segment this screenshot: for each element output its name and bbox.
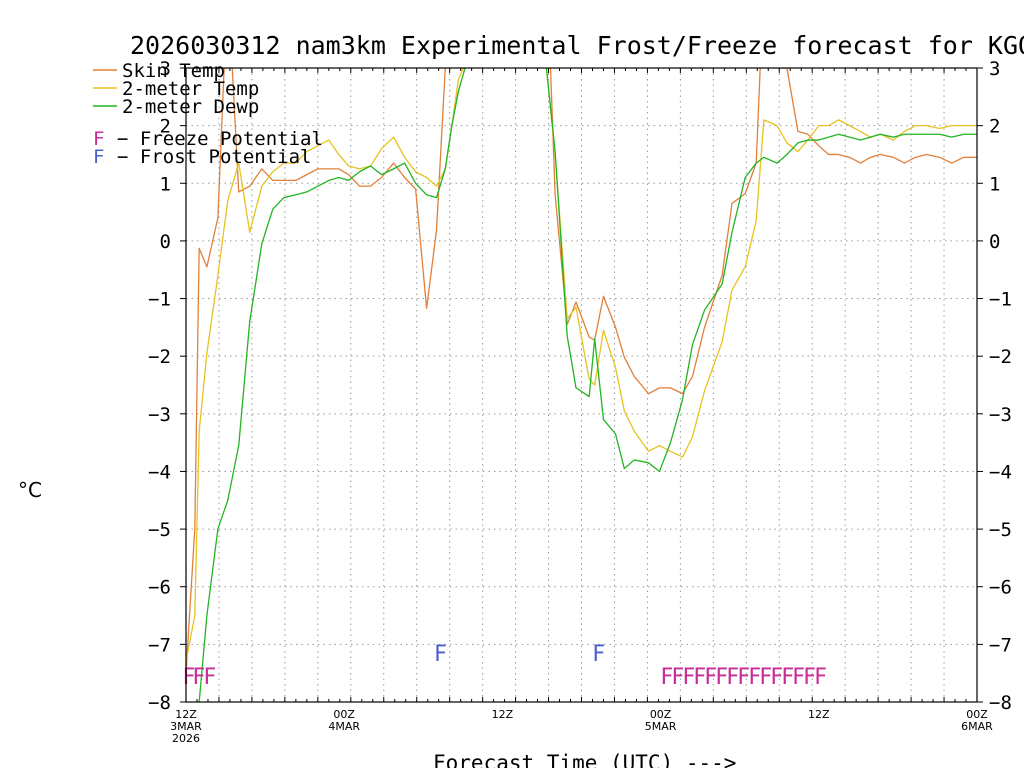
x-tick-label: 6MAR	[961, 720, 993, 733]
x-tick-label: 2026	[172, 732, 200, 745]
x-tick-label: 5MAR	[645, 720, 677, 733]
y-tick-label-right: 0	[989, 231, 1000, 253]
x-tick-label: 4MAR	[328, 720, 360, 733]
chart-title: 2026030312 nam3km Experimental Frost/Fre…	[130, 31, 1024, 60]
freeze-flag: F	[716, 665, 729, 690]
y-tick-label-left: −5	[148, 519, 171, 541]
y-tick-label-right: −1	[989, 289, 1012, 311]
y-tick-label-left: 2	[160, 116, 171, 138]
y-tick-layer: 3 3 2 2 1 1 0 0 −1 −1 −2 −2 −3 −3 −4 −4 −5 −5 −6 −6 −7 −7 −8 −8	[148, 58, 1012, 714]
x-tick-label: 00Z	[333, 708, 355, 721]
freeze-flag: F	[738, 665, 751, 690]
freeze-flag: F	[803, 665, 816, 690]
y-tick-label-left: −1	[148, 289, 171, 311]
x-tick-label: 00Z	[650, 708, 672, 721]
y-tick-label-right: −5	[989, 519, 1012, 541]
freeze-flag: F	[193, 665, 206, 690]
frost-flag: F	[592, 642, 605, 667]
frost-flag: F	[434, 642, 447, 667]
y-tick-label-left: −2	[148, 346, 171, 368]
y-tick-label-right: −7	[989, 634, 1012, 656]
legend-label: 2-meter Dewp	[122, 96, 259, 118]
freeze-flag: F	[661, 665, 674, 690]
x-tick-label: 12Z	[492, 708, 514, 721]
freeze-flag: F	[781, 665, 794, 690]
legend-label: − Frost Potential	[117, 146, 311, 168]
freeze-flag: F	[727, 665, 740, 690]
y-tick-label-right: 2	[989, 116, 1000, 138]
y-tick-label-right: −2	[989, 346, 1012, 368]
y-tick-label-right: −3	[989, 404, 1012, 426]
legend-flag-symbol: F	[93, 128, 104, 150]
y-tick-label-left: 3	[160, 58, 171, 80]
freeze-flag: F	[705, 665, 718, 690]
legend-label: − Freeze Potential	[117, 128, 323, 150]
y-axis-label: °C	[18, 478, 42, 502]
series-layer	[186, 68, 977, 702]
freeze-flag: F	[694, 665, 707, 690]
y-tick-label-right: −6	[989, 577, 1012, 599]
x-tick-label: 3MAR	[170, 720, 202, 733]
legend-flag-symbol: F	[93, 146, 104, 168]
y-tick-label-left: −4	[148, 461, 171, 483]
y-tick-label-right: 1	[989, 173, 1000, 195]
y-tick-label-right: −4	[989, 461, 1012, 483]
legend-label: 2-meter Temp	[122, 78, 259, 100]
x-tick-label: 12Z	[808, 708, 830, 721]
legend-label: Skin Temp	[122, 60, 225, 82]
grid-layer	[186, 68, 977, 702]
y-tick-label-left: −8	[148, 692, 171, 714]
freeze-flag: F	[792, 665, 805, 690]
freeze-flag: F	[748, 665, 761, 690]
freeze-flag: F	[814, 665, 827, 690]
freeze-flag: F	[770, 665, 783, 690]
freeze-flag: F	[683, 665, 696, 690]
y-tick-label-right: −8	[989, 692, 1012, 714]
y-tick-label-right: 3	[989, 58, 1000, 80]
series-line-2-meter-temp	[186, 68, 977, 662]
freeze-flag: F	[759, 665, 772, 690]
freeze-flag: F	[204, 665, 217, 690]
series-line-2-meter-dewp	[198, 68, 977, 702]
y-tick-label-left: −3	[148, 404, 171, 426]
y-tick-label-left: −6	[148, 577, 171, 599]
freeze-flag: F	[672, 665, 685, 690]
y-tick-label-left: 0	[160, 231, 171, 253]
x-tick-label: 12Z	[175, 708, 197, 721]
y-tick-label-left: −7	[148, 634, 171, 656]
y-tick-label-left: 1	[160, 173, 171, 195]
x-tick-label: 00Z	[966, 708, 988, 721]
x-axis-label: Forecast Time (UTC) --->	[433, 751, 736, 768]
